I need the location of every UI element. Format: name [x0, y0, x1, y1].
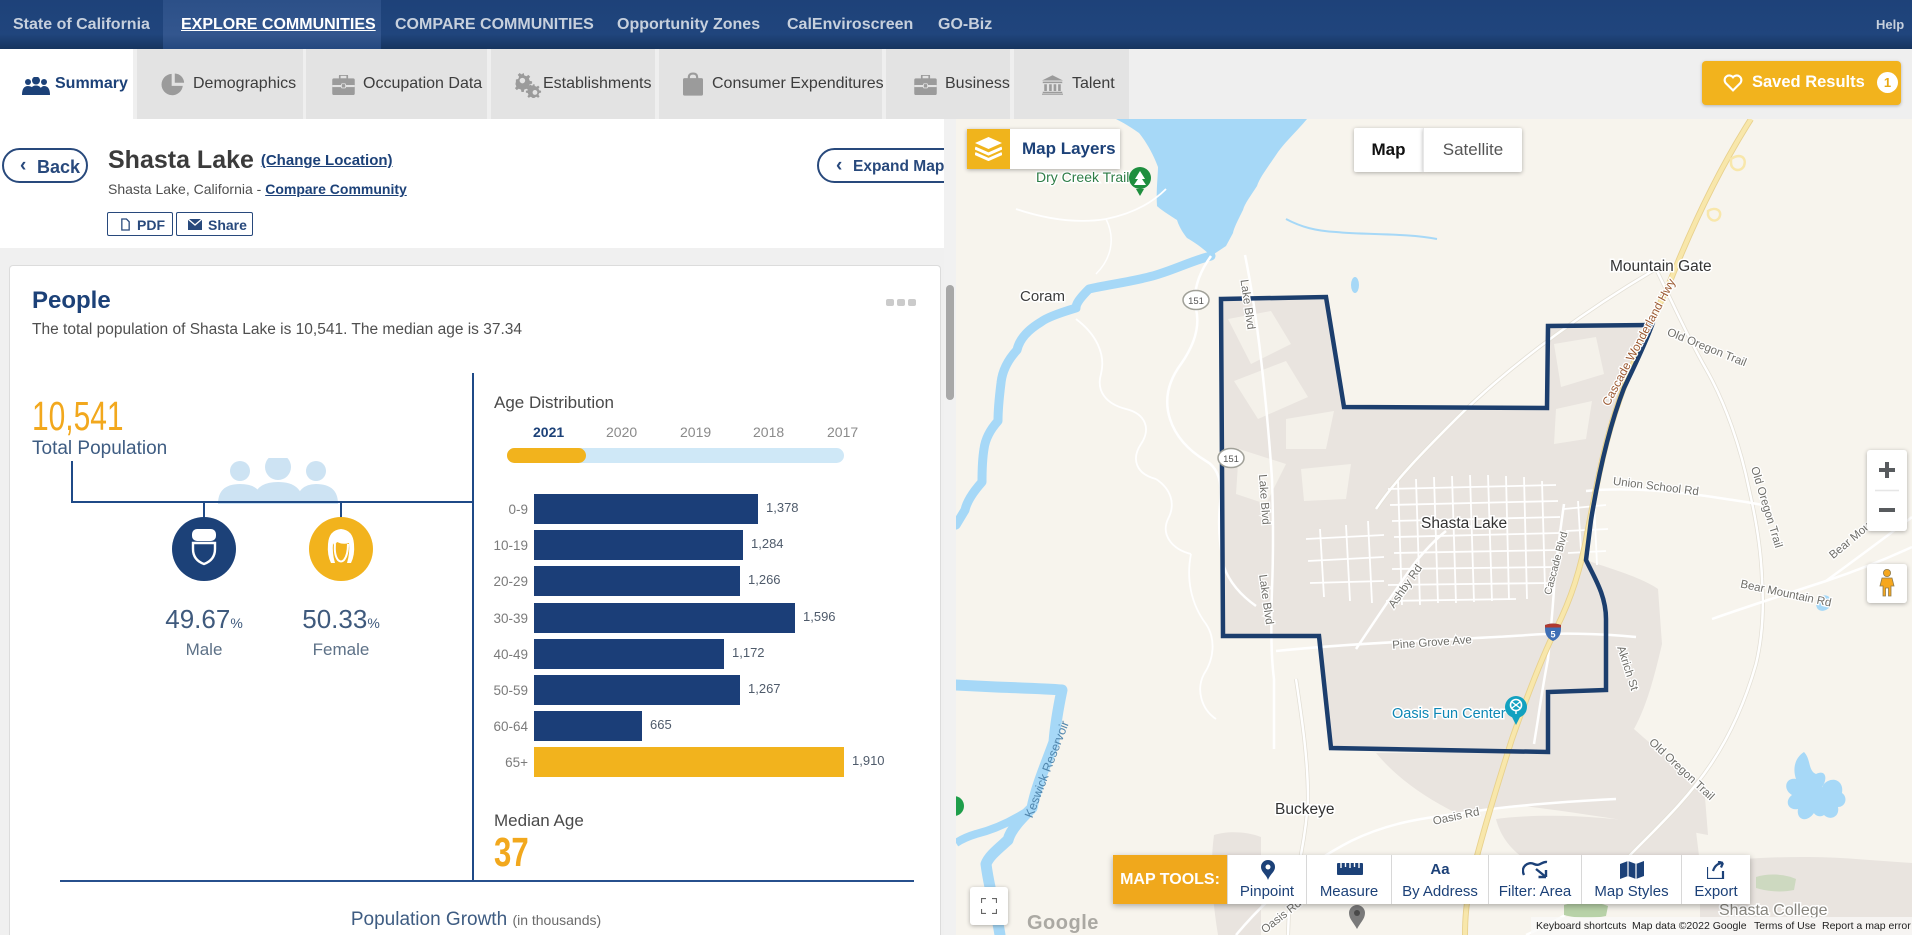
svg-text:Coram: Coram	[1020, 288, 1065, 305]
svg-text:Shasta College: Shasta College	[1719, 902, 1828, 919]
svg-text:5: 5	[1550, 630, 1555, 640]
svg-text:Mountain Gate: Mountain Gate	[1610, 258, 1712, 275]
svg-text:Lake Blvd: Lake Blvd	[1256, 474, 1271, 525]
svg-text:Oasis Fun Center: Oasis Fun Center	[1392, 706, 1506, 722]
svg-text:Dry Creek Trail: Dry Creek Trail	[1036, 169, 1129, 185]
svg-text:151: 151	[1223, 454, 1239, 465]
svg-text:151: 151	[1188, 296, 1204, 307]
svg-text:Buckeye: Buckeye	[1275, 801, 1334, 818]
svg-text:Shasta Lake: Shasta Lake	[1421, 515, 1507, 532]
